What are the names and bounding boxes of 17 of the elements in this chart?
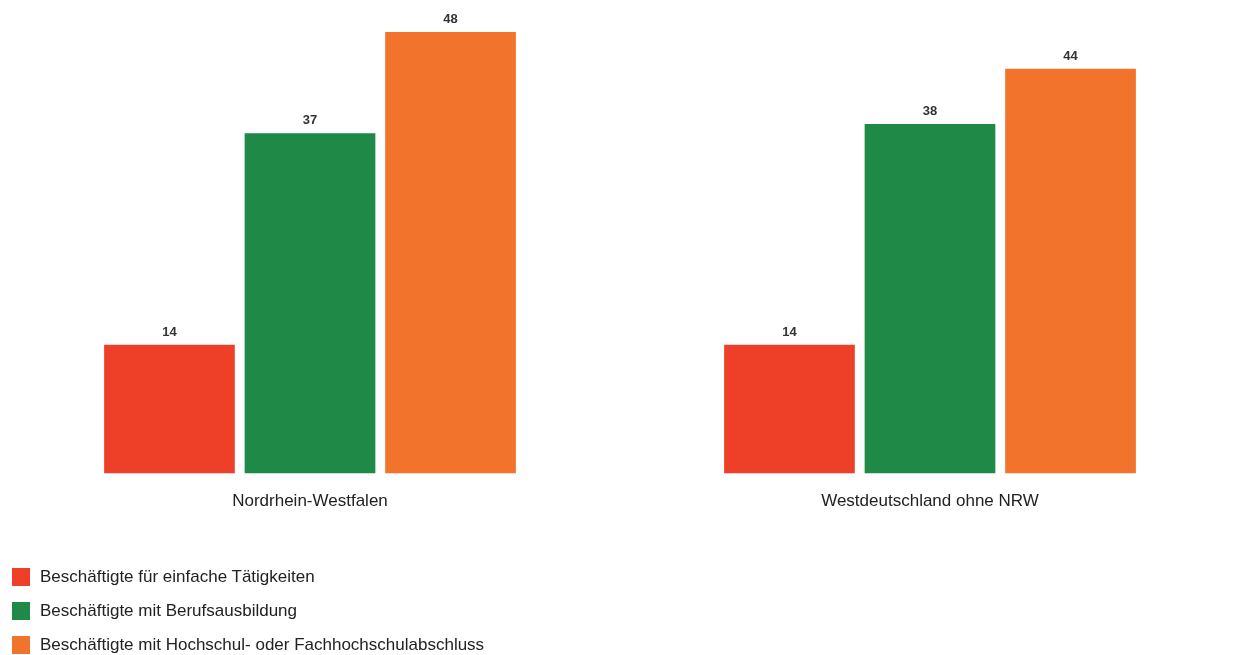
data-label: 48: [443, 11, 458, 27]
bar: [864, 124, 996, 474]
data-label: 44: [1063, 47, 1079, 63]
legend-label: Beschäftigte mit Hochschul- oder Fachhochschulabschluss: [40, 635, 485, 655]
x-tick-label: Nordrhein-Westfalen: [232, 491, 388, 511]
bar: [244, 133, 376, 474]
data-label: 38: [922, 103, 938, 119]
bar: [1005, 68, 1136, 474]
bar: [385, 32, 516, 474]
bar: [724, 344, 855, 474]
legend-label: Beschäftigte mit Berufsausbildung: [40, 601, 298, 621]
data-label: 37: [302, 112, 318, 128]
legend-label: Beschäftigte für einfache Tätigkeiten: [40, 567, 315, 587]
data-label: 14: [782, 323, 798, 339]
bar: [104, 344, 235, 474]
data-label: 14: [162, 323, 178, 339]
x-tick-label: Westdeutschland ohne NRW: [821, 491, 1039, 511]
